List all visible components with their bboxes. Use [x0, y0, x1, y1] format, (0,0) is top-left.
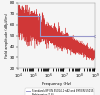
- Y-axis label: Field amplitude (dBμV/m): Field amplitude (dBμV/m): [5, 13, 9, 58]
- X-axis label: Frequency (Hz): Frequency (Hz): [42, 82, 71, 86]
- Legend: Standards NF EN 55014-1+A2 and EMI EN 55015, Refrigerator (1.8): Standards NF EN 55014-1+A2 and EMI EN 55…: [25, 88, 94, 95]
